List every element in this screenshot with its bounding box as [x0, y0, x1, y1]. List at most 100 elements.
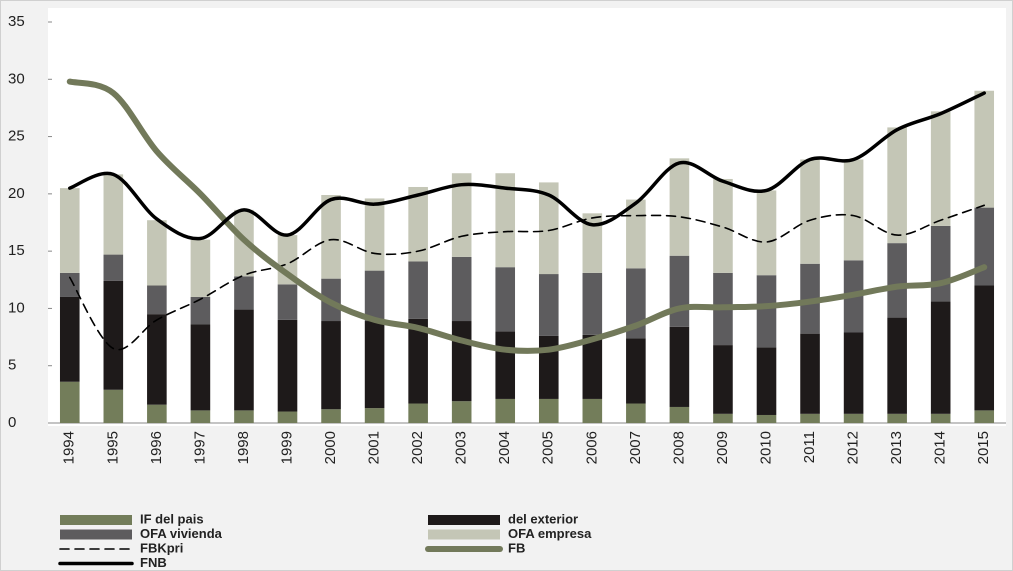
x-tick-label: 2004	[496, 431, 513, 464]
x-tick-label: 1994	[61, 431, 78, 464]
bar-segment	[887, 127, 907, 244]
bar-segment	[364, 408, 385, 423]
legend-swatch	[60, 515, 132, 525]
bar-segment	[930, 413, 951, 423]
bar-segment	[800, 333, 820, 414]
bar-segment	[277, 319, 298, 412]
bar-segment	[277, 411, 298, 423]
bar-segment	[626, 199, 646, 269]
bar-segment	[321, 409, 341, 423]
bar-segment	[59, 381, 80, 423]
x-tick-label: 2008	[670, 431, 687, 464]
x-tick-label: 1995	[104, 431, 121, 464]
bar-segment	[103, 280, 124, 390]
x-tick-label: 2014	[932, 431, 949, 464]
bar-segment	[103, 174, 124, 255]
bar-segment	[582, 272, 603, 335]
bar-segment	[800, 413, 820, 423]
legend-label: del exterior	[508, 511, 578, 526]
bar-segment	[800, 159, 820, 264]
line	[66, 78, 988, 354]
legend-swatch	[428, 515, 500, 525]
x-tick-label: 1999	[278, 431, 295, 464]
y-tick-label: 0	[8, 414, 16, 431]
bar-segment	[756, 414, 777, 423]
bar-segment	[843, 332, 864, 414]
bar-segment	[495, 398, 516, 423]
x-tick-label: 2010	[757, 431, 774, 464]
x-tick-label: 1997	[191, 431, 208, 464]
x-tick-label: 2001	[366, 431, 383, 464]
bar-segment	[538, 398, 559, 423]
bar-segment	[626, 338, 646, 404]
bar-segment	[103, 389, 124, 423]
bar-segment	[147, 314, 167, 405]
bar-segment	[538, 274, 559, 336]
bar-segment	[190, 296, 211, 325]
bar-segment	[887, 243, 907, 318]
bar-segment	[843, 159, 864, 261]
bar-segment	[713, 413, 733, 423]
y-tick-label: 20	[8, 185, 25, 202]
bar-segment	[713, 178, 733, 273]
bar-segment	[495, 331, 516, 399]
bar-segment	[930, 111, 951, 226]
bar-segment	[930, 225, 951, 302]
legend-swatch	[428, 529, 500, 540]
x-tick-label: 2009	[714, 431, 731, 464]
bar-segment	[364, 198, 385, 271]
y-tick-label: 35	[8, 13, 25, 30]
bar-segment	[669, 158, 690, 256]
legend-label: OFA empresa	[508, 526, 592, 541]
bar-segment	[538, 182, 559, 275]
bar-segment	[930, 301, 951, 414]
bar-segment	[364, 270, 385, 322]
bar-segment	[277, 284, 298, 320]
x-tick-label: 2012	[845, 431, 862, 464]
bar-segment	[582, 213, 603, 273]
x-tick-label: 2006	[583, 431, 600, 464]
bar-segment	[669, 406, 690, 423]
bar-segment	[451, 256, 472, 322]
line	[68, 91, 986, 241]
x-tick-label: 1998	[235, 431, 252, 464]
bar-segment	[408, 261, 428, 319]
bar-segment	[147, 285, 167, 315]
x-tick-label: 2000	[322, 431, 339, 464]
x-tick-label: 2013	[888, 431, 905, 464]
bar-segment	[582, 334, 603, 399]
bar-segment	[495, 267, 516, 332]
y-tick-label: 30	[8, 70, 25, 87]
bar-segment	[190, 239, 211, 297]
legend-label: FBKpri	[140, 540, 183, 555]
x-tick-label: 2005	[540, 431, 557, 464]
bar-segment	[974, 90, 995, 208]
bar-segment	[756, 347, 777, 415]
bar-segment	[495, 173, 516, 268]
legend-label: FB	[508, 540, 525, 555]
line	[68, 204, 986, 351]
bar-segment	[190, 410, 211, 423]
x-tick-label: 2003	[453, 431, 470, 464]
y-tick-label: 10	[8, 299, 25, 316]
bar-segment	[321, 321, 341, 410]
bar-segment	[974, 207, 995, 286]
y-tick-label: 5	[8, 357, 16, 374]
bar-segment	[887, 413, 907, 423]
legend-label: IF del pais	[140, 511, 204, 526]
x-tick-label: 2007	[627, 431, 644, 464]
bar-segment	[756, 190, 777, 276]
bar-segment	[451, 401, 472, 423]
bar-segment	[626, 403, 646, 423]
bar-segment	[887, 317, 907, 414]
legend-label: FNB	[140, 555, 167, 570]
bar-segment	[234, 309, 254, 411]
bar-segment	[59, 272, 80, 297]
x-tick-label: 1996	[148, 431, 165, 464]
bar-segment	[669, 255, 690, 327]
bar-segment	[974, 410, 995, 423]
bar-segment	[582, 398, 603, 423]
x-tick-label: 2002	[409, 431, 426, 464]
bar-segment	[190, 324, 211, 411]
bar-segment	[408, 186, 428, 262]
